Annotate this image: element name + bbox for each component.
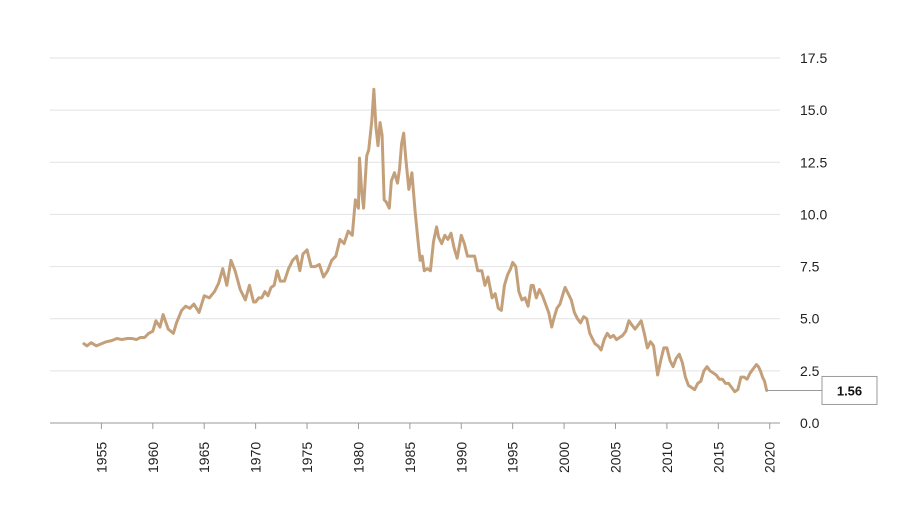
y-tick-label: 10.0 — [800, 206, 827, 222]
series-group — [82, 87, 769, 394]
x-tick-label: 1980 — [350, 442, 366, 473]
y-tick-label: 17.5 — [800, 50, 827, 66]
x-tick-label: 1995 — [505, 442, 521, 473]
callout-box — [821, 375, 878, 405]
y-axis: 0.0 2.5 5.0 7.5 10.0 12.5 15.0 17.5 — [800, 50, 827, 431]
x-tick-label: 1965 — [196, 442, 212, 473]
y-tick-label: 12.5 — [800, 154, 827, 170]
series-line — [82, 87, 769, 394]
x-tick-label: 1985 — [402, 442, 418, 473]
x-tick-label: 2010 — [659, 442, 675, 473]
x-tick-label: 2005 — [607, 442, 623, 473]
callout-value: 1.56 — [837, 383, 862, 398]
x-tick-label: 1955 — [93, 442, 109, 473]
x-axis: 1955 1960 1965 1970 1975 1980 1985 1990 1995 2000… — [93, 423, 778, 473]
y-tick-label: 0.0 — [800, 415, 820, 431]
x-tick-label: 2000 — [556, 442, 572, 473]
x-tick-label: 2020 — [762, 442, 778, 473]
gridlines — [50, 57, 780, 424]
y-tick-label: 15.0 — [800, 102, 827, 118]
x-tick-label: 1975 — [299, 442, 315, 473]
y-tick-label: 5.0 — [800, 311, 820, 327]
x-tick-label: 1960 — [145, 442, 161, 473]
x-tick-label: 2015 — [710, 442, 726, 473]
x-tick-label: 1990 — [453, 442, 469, 473]
x-tick-label: 1970 — [248, 442, 264, 473]
y-tick-label: 2.5 — [800, 363, 820, 379]
last-value-callout: 1.56 — [766, 375, 878, 405]
y-tick-label: 7.5 — [800, 259, 820, 275]
